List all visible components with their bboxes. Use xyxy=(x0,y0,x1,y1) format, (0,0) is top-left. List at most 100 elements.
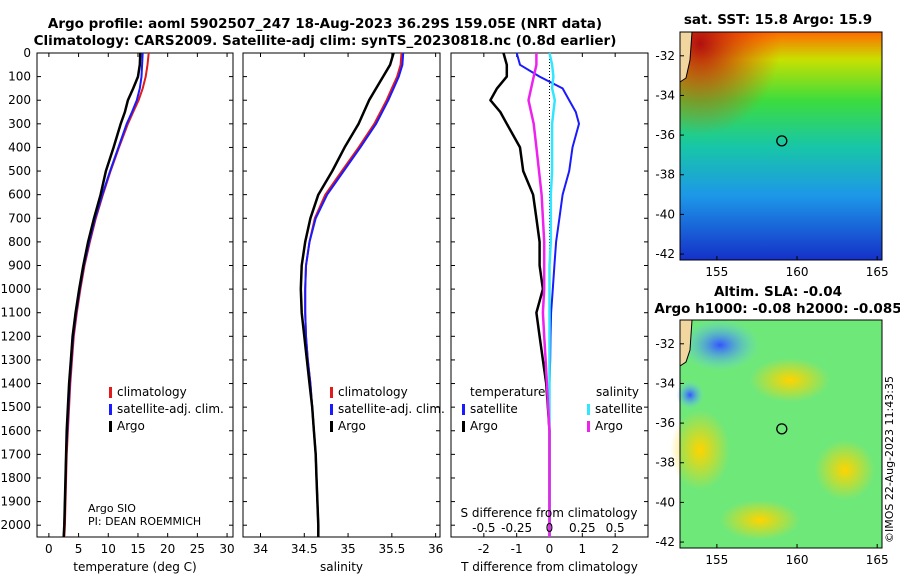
x-tick-label: 0 xyxy=(546,542,554,556)
map-x-tick-label: 165 xyxy=(866,553,889,567)
legend-s-satellite-label: satellite xyxy=(595,402,643,416)
legend-t-argo-swatch xyxy=(462,421,465,432)
legend-satellite-label: satellite-adj. clim. xyxy=(338,402,445,416)
map-x-tick-label: 160 xyxy=(786,265,809,279)
sla-low-region xyxy=(676,381,704,409)
y-tick-label: 2000 xyxy=(0,518,31,532)
legend-argo-swatch xyxy=(109,421,112,432)
y-tick-label: 500 xyxy=(8,164,31,178)
y-tick-label: 400 xyxy=(8,140,31,154)
sst-map-panel: sat. SST: 15.8 Argo: 15.9 155 160 165 -32 -3… xyxy=(655,12,888,279)
y-tick-label: 100 xyxy=(8,70,31,84)
sla-low-region xyxy=(680,319,760,371)
map-y-tick-label: -34 xyxy=(655,88,675,102)
temperature-panel: 0100200300400500600700800900100011001200… xyxy=(0,46,234,574)
annotation-argo-sio: Argo SIO xyxy=(88,502,136,515)
plot-frame xyxy=(36,52,234,538)
sla-high-region xyxy=(750,358,830,402)
x-tick-label: 10 xyxy=(101,542,116,556)
legend-t-satellite-label: satellite xyxy=(470,402,518,416)
x-tick-label: 1 xyxy=(579,542,587,556)
y-tick-label: 800 xyxy=(8,235,31,249)
map-y-tick-label: -32 xyxy=(655,337,675,351)
map-y-tick-label: -40 xyxy=(655,495,675,509)
x-axis-label: salinity xyxy=(320,560,363,574)
x-tick-label: 20 xyxy=(160,542,175,556)
y-tick-label: 200 xyxy=(8,93,31,107)
x-tick-label: 35.5 xyxy=(378,542,405,556)
sst-argo-marker xyxy=(776,135,788,147)
sla-map-axes: 155 160 165 -32 -34 -36 -38 -40 -42 xyxy=(655,337,888,567)
map-y-tick-label: -36 xyxy=(655,416,675,430)
legend-satellite-label: satellite-adj. clim. xyxy=(117,402,224,416)
map-y-tick-label: -40 xyxy=(655,207,675,221)
legend-climatology-label: climatology xyxy=(338,385,408,399)
map-y-tick-label: -42 xyxy=(655,535,675,549)
top-tick-label: -0.25 xyxy=(501,521,532,535)
top-tick-label: -0.5 xyxy=(472,521,495,535)
legend-satellite-swatch xyxy=(330,404,333,415)
top-axis-label: S difference from climatology xyxy=(461,506,638,520)
sst-map-title: sat. SST: 15.8 Argo: 15.9 xyxy=(684,12,872,28)
y-tick-label: 1000 xyxy=(0,282,31,296)
x-tick-label: 35 xyxy=(340,542,355,556)
sla-high-region xyxy=(815,440,875,500)
salinity-panel: 34 34.5 35 35.5 36 salinity climatology satelli… xyxy=(242,52,445,574)
legend-satellite-swatch xyxy=(109,404,112,415)
sla-map-title-line1: Altim. SLA: -0.04 xyxy=(714,284,842,300)
map-x-tick-label: 155 xyxy=(705,265,728,279)
y-tick-label: 0 xyxy=(23,46,31,60)
legend-climatology-swatch xyxy=(330,387,333,398)
y-tick-label: 700 xyxy=(8,211,31,225)
top-tick-label: 0.5 xyxy=(606,521,625,535)
y-tick-label: 1500 xyxy=(0,400,31,414)
difference-panel: -2 -1 0 1 2 T difference from climatology temp… xyxy=(450,52,649,574)
x-tick-label: 30 xyxy=(219,542,234,556)
sla-land-mask xyxy=(680,320,692,366)
x-tick-label: 36 xyxy=(428,542,443,556)
figure-title-line1: Argo profile: aoml 5902507_247 18-Aug-20… xyxy=(48,16,602,32)
sst-map-axes: 155 160 165 -32 -34 -36 -38 -40 -42 xyxy=(655,49,888,279)
x-tick-label: 15 xyxy=(130,542,145,556)
x-tick-label: 0 xyxy=(45,542,53,556)
x-tick-label: 34 xyxy=(253,542,268,556)
legend-climatology-label: climatology xyxy=(117,385,187,399)
sla-high-region xyxy=(670,410,730,490)
plot-frame xyxy=(242,52,441,538)
y-tick-label: 1400 xyxy=(0,377,31,391)
map-x-tick-label: 155 xyxy=(705,553,728,567)
imos-credit: ©IMOS 22-Aug-2023 11:43:35 xyxy=(883,376,896,543)
sst-map-frame xyxy=(679,31,883,261)
y-tick-label: 900 xyxy=(8,258,31,272)
map-x-tick-label: 165 xyxy=(866,265,889,279)
y-tick-label: 1700 xyxy=(0,447,31,461)
x-tick-label: 2 xyxy=(611,542,619,556)
map-y-tick-label: -34 xyxy=(655,376,675,390)
sla-high-region xyxy=(720,500,800,540)
map-y-tick-label: -38 xyxy=(655,168,675,182)
legend-argo-swatch xyxy=(330,421,333,432)
figure-title-line2: Climatology: CARS2009. Satellite-adj cli… xyxy=(34,33,617,49)
argo-line xyxy=(299,52,395,537)
legend-s-satellite-swatch xyxy=(587,404,590,415)
sla-map-panel: Altim. SLA: -0.04 Argo h1000: -0.08 h200… xyxy=(654,284,900,567)
y-tick-label: 1800 xyxy=(0,471,31,485)
sst-coastline xyxy=(679,31,693,83)
sla-coastline xyxy=(679,319,693,367)
top-tick-label: 0 xyxy=(546,521,554,535)
y-tick-label: 1200 xyxy=(0,329,31,343)
legend-temperature-title: temperature xyxy=(470,385,545,399)
x-tick-label: 34.5 xyxy=(291,542,318,556)
legend-argo-label: Argo xyxy=(338,419,366,433)
x-tick-label: 25 xyxy=(190,542,205,556)
legend-argo-label: Argo xyxy=(117,419,145,433)
map-y-tick-label: -36 xyxy=(655,128,675,142)
legend-salinity-title: salinity xyxy=(596,385,639,399)
sla-map-title-line2: Argo h1000: -0.08 h2000: -0.085 xyxy=(654,301,900,317)
legend-s-argo-label: Argo xyxy=(595,419,623,433)
x-axis-label: temperature (deg C) xyxy=(73,560,196,574)
sla-argo-marker xyxy=(776,423,788,435)
map-y-tick-label: -42 xyxy=(655,247,675,261)
x-tick-label: 5 xyxy=(75,542,83,556)
